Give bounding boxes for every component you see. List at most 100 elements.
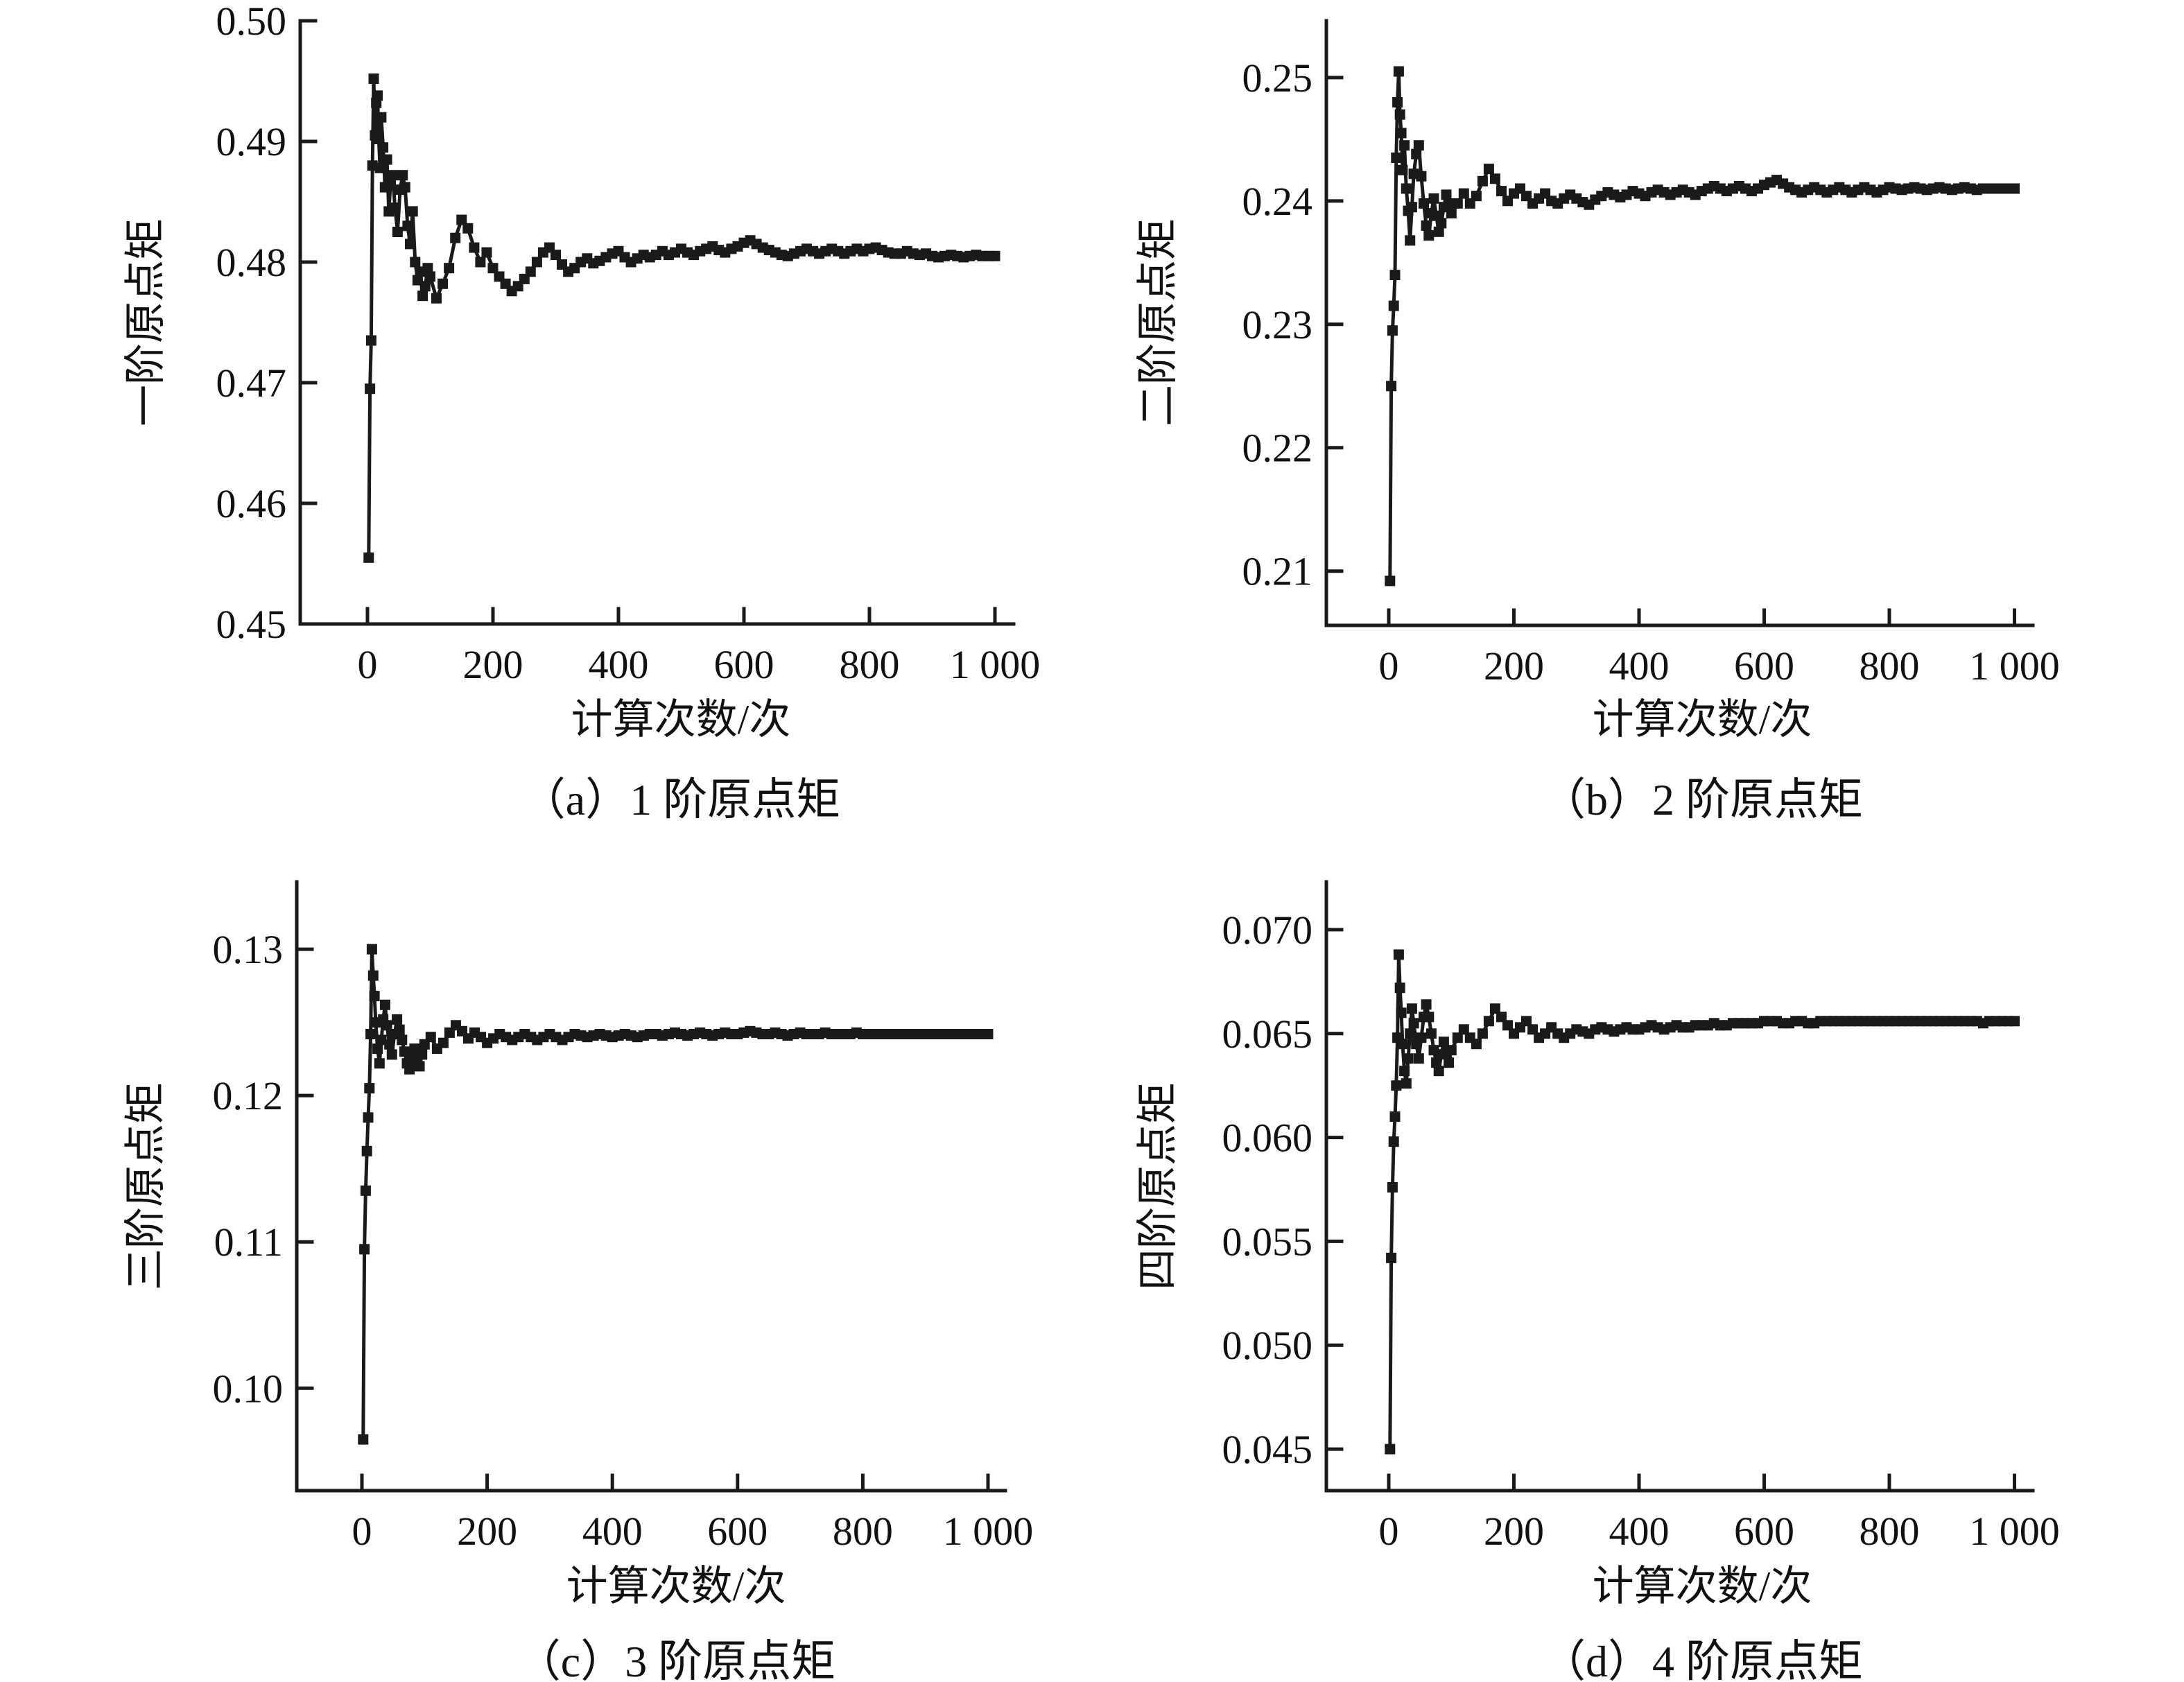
- data-point: [1458, 1024, 1469, 1035]
- data-point: [414, 1061, 425, 1072]
- data-point: [1483, 1016, 1494, 1027]
- x-tick-label: 600: [1734, 1509, 1794, 1554]
- data-point: [1388, 1136, 1399, 1147]
- data-point: [1433, 1066, 1444, 1077]
- data-point: [369, 991, 380, 1002]
- data-point: [1389, 1111, 1401, 1122]
- data-point: [1477, 1028, 1488, 1039]
- data-point: [1483, 164, 1494, 175]
- data-point: [475, 257, 486, 268]
- data-point: [1397, 164, 1408, 175]
- data-point: [364, 1083, 375, 1094]
- y-tick-label: 0.050: [1222, 1323, 1313, 1368]
- data-point: [365, 383, 376, 395]
- data-point: [1411, 148, 1422, 159]
- y-tick-label: 0.045: [1222, 1427, 1313, 1472]
- data-point: [1444, 198, 1455, 209]
- x-tick-label: 0: [352, 1509, 372, 1554]
- data-point: [386, 1049, 397, 1060]
- data-point: [989, 250, 1000, 261]
- data-point: [1406, 202, 1417, 213]
- y-tick-label: 0.47: [216, 361, 287, 406]
- y-tick-label: 0.21: [1242, 549, 1313, 594]
- y-tick-label: 0.070: [1222, 908, 1313, 953]
- data-point: [404, 1064, 415, 1075]
- data-point: [1385, 575, 1396, 587]
- data-point: [1401, 1078, 1412, 1089]
- x-axis-title-d: 计算次数/次: [1593, 1563, 1812, 1609]
- data-point: [982, 1029, 994, 1039]
- data-point: [1419, 198, 1429, 209]
- panel-caption-c: （c）3 阶原点矩: [517, 1637, 835, 1682]
- data-point: [1458, 188, 1469, 199]
- x-tick-label: 400: [589, 642, 649, 687]
- data-point: [2009, 1016, 2020, 1027]
- chart-panel-d: 0.070 0.065 0.060 0.055 0.050 0.045 0 200 400 600…: [1135, 880, 2060, 1682]
- data-point: [376, 1034, 387, 1046]
- data-point: [1477, 175, 1488, 187]
- x-tick-label: 200: [1484, 1509, 1544, 1554]
- data-point: [359, 1244, 370, 1255]
- data-point: [1391, 1080, 1402, 1091]
- data-point: [363, 1112, 374, 1123]
- data-point: [1406, 1003, 1417, 1014]
- x-tick-label: 200: [1484, 643, 1544, 688]
- data-point: [381, 1020, 392, 1031]
- chart-panel-b: 0.25 0.24 0.23 0.22 0.21 0 200 400 600 800 1 000 二…: [1135, 19, 2060, 824]
- data-point: [1391, 153, 1402, 163]
- data-point: [417, 291, 428, 302]
- plot-area-a: 0.50 0.49 0.48 0.47 0.46 0.45 0 200 400 600 800 1 0…: [216, 0, 1041, 687]
- data-point: [1387, 1182, 1398, 1193]
- data-point: [397, 1034, 408, 1046]
- x-tick-label: 1 000: [1969, 643, 2060, 688]
- data-point: [1496, 1012, 1507, 1023]
- data-point: [384, 1039, 395, 1050]
- panel-caption-b: （b）2 阶原点矩: [1541, 775, 1863, 824]
- data-point: [1421, 999, 1432, 1010]
- data-point: [1471, 1039, 1482, 1050]
- data-point: [437, 278, 449, 289]
- x-tick-label: 400: [1609, 643, 1670, 688]
- x-axis-title-c: 计算次数/次: [566, 1563, 786, 1609]
- axes-frame: [295, 880, 1007, 1493]
- x-tick-label: 600: [1734, 643, 1794, 688]
- x-tick-label: 800: [1860, 1509, 1920, 1554]
- data-point: [410, 257, 421, 268]
- data-point: [450, 232, 461, 243]
- data-point: [1397, 1039, 1408, 1050]
- x-tick-label: 800: [840, 642, 900, 687]
- y-axis-title-b: 二阶原点矩: [1135, 218, 1181, 426]
- data-point: [1405, 1028, 1416, 1039]
- data-point: [390, 202, 401, 214]
- data-point: [1438, 1037, 1449, 1048]
- y-tick-label: 0.23: [1242, 302, 1313, 347]
- data-point: [1394, 982, 1405, 994]
- data-point: [1389, 270, 1401, 281]
- data-point: [1489, 173, 1500, 184]
- panel-caption-a: （a）1 阶原点矩: [521, 775, 840, 824]
- data-point: [1431, 1057, 1442, 1068]
- data-point: [1452, 1032, 1463, 1043]
- data-point: [1423, 230, 1435, 241]
- x-tick-label: 200: [463, 642, 523, 687]
- data-point: [1441, 189, 1452, 200]
- y-tick-label: 0.060: [1222, 1116, 1313, 1161]
- data-point: [374, 1058, 385, 1069]
- y-tick-label: 0.25: [1242, 55, 1313, 101]
- data-point: [1396, 1007, 1407, 1018]
- data-point: [372, 1043, 383, 1055]
- chart-panel-c: 0.13 0.12 0.11 0.10 0 200 400 600 800 1 000 三阶原点矩…: [123, 880, 1033, 1682]
- x-tick-label: 400: [1609, 1509, 1670, 1554]
- data-point: [1496, 186, 1507, 197]
- data-point: [1433, 226, 1444, 237]
- data-point: [397, 170, 408, 181]
- x-tick-label: 800: [833, 1509, 893, 1554]
- data-point: [366, 944, 377, 955]
- x-tick-label: 1 000: [950, 642, 1041, 687]
- data-point: [360, 1185, 371, 1196]
- y-tick-label: 0.22: [1242, 426, 1313, 471]
- x-tick-label: 0: [358, 642, 378, 687]
- x-tick-label: 0: [1379, 1509, 1399, 1554]
- chart-panel-a: 0.50 0.49 0.48 0.47 0.46 0.45 0 200 400 600 800 1 0…: [123, 0, 1041, 824]
- axes-frame: [1324, 19, 2035, 627]
